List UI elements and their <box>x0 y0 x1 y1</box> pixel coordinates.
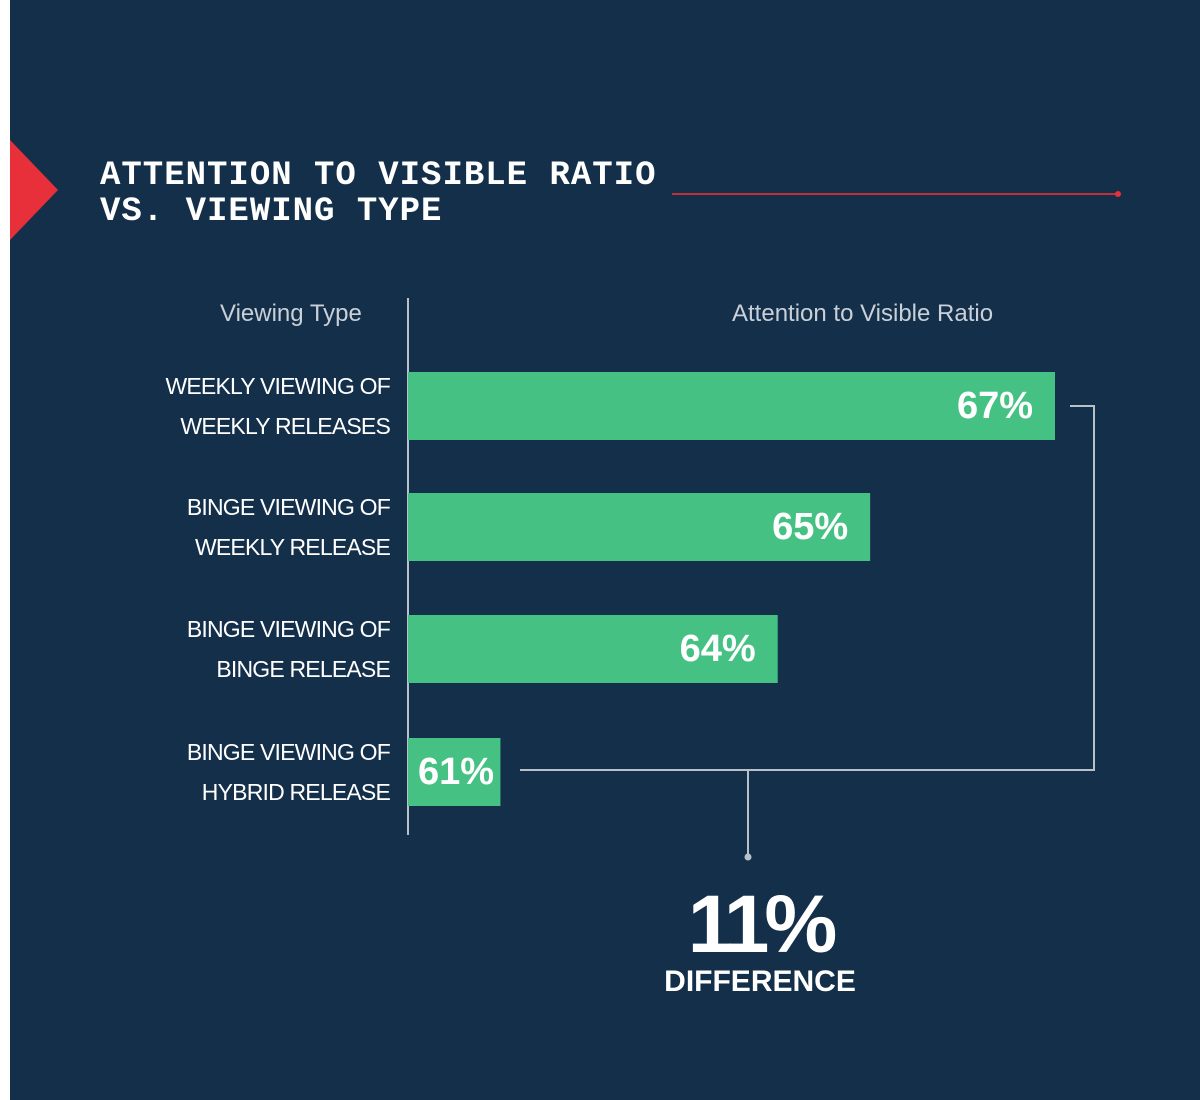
chart-title: ATTENTION TO VISIBLE RATIO VS. VIEWING T… <box>100 157 657 231</box>
bracket <box>520 405 1095 771</box>
bar <box>408 615 778 683</box>
y-tick-label: BINGE VIEWING OF BINGE RELEASE <box>186 616 391 682</box>
bar <box>408 372 1055 440</box>
title-rule-dot <box>1115 191 1121 197</box>
y-axis-label: Viewing Type <box>220 300 362 327</box>
accent-triangle <box>10 140 58 240</box>
value-label: 64% <box>680 628 756 670</box>
annotation-label: DIFFERENCE <box>664 965 856 998</box>
value-label: 65% <box>772 506 848 548</box>
bar <box>408 493 871 561</box>
y-tick-label: BINGE VIEWING OF HYBRID RELEASE <box>186 739 391 805</box>
annotation-value: 11% <box>687 879 838 970</box>
x-axis-label: Attention to Visible Ratio <box>732 300 994 327</box>
y-tick-label: WEEKLY VIEWING OF WEEKLY RELEASES <box>165 373 390 439</box>
value-label: 61% <box>418 751 494 793</box>
chart-panel: 67% 65% 64% 61% ATTENTION TO VISIBLE RATIO … <box>10 0 1200 1100</box>
chart: 67% 65% 64% 61% <box>10 140 1121 861</box>
value-label: 67% <box>957 385 1033 427</box>
bar <box>408 738 501 806</box>
y-tick-label: BINGE VIEWING OF WEEKLY RELEASE <box>186 494 391 560</box>
bracket-dot <box>744 853 752 861</box>
